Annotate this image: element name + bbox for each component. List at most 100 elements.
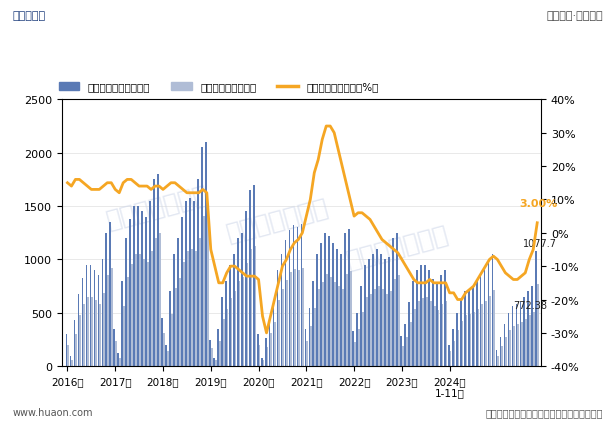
Bar (498, 356, 499, 366)
Bar (358, 329, 360, 366)
Bar (504, 324, 506, 366)
Bar (499, 337, 501, 366)
Bar (101, 260, 103, 366)
Bar (98, 276, 99, 366)
Bar (135, 254, 137, 366)
Bar (424, 265, 426, 366)
Bar (418, 301, 419, 366)
Bar (360, 286, 362, 366)
Bar (219, 341, 221, 366)
Bar (488, 262, 490, 366)
Bar (312, 281, 314, 366)
Bar (77, 294, 79, 366)
Bar (181, 217, 183, 366)
Bar (469, 314, 471, 366)
Bar (376, 249, 378, 366)
Bar (320, 244, 322, 366)
Bar (380, 254, 382, 366)
Bar (237, 239, 239, 366)
Bar (314, 308, 316, 366)
Bar (245, 212, 247, 366)
Text: 华经情报网: 华经情报网 (12, 11, 46, 21)
Bar (456, 313, 458, 366)
Bar (233, 254, 235, 366)
Bar (386, 294, 387, 366)
Bar (66, 334, 68, 366)
Bar (229, 265, 231, 366)
Bar (466, 315, 467, 366)
Bar (366, 297, 368, 366)
Bar (149, 201, 151, 366)
Bar (430, 301, 432, 366)
Bar (235, 292, 236, 366)
Bar (113, 329, 115, 366)
Bar (394, 279, 395, 366)
Bar (189, 198, 191, 366)
Bar (364, 265, 366, 366)
Bar (464, 292, 466, 366)
Bar (82, 278, 84, 366)
Bar (197, 180, 199, 366)
Bar (438, 310, 440, 366)
Bar (468, 290, 469, 366)
Bar (340, 254, 342, 366)
Bar (269, 318, 271, 366)
Bar (74, 320, 76, 366)
Bar (243, 277, 244, 366)
Bar (279, 300, 280, 366)
Text: 数据来源：国家统计局，华经产业研究院整理: 数据来源：国家统计局，华经产业研究院整理 (485, 407, 603, 417)
Bar (400, 337, 402, 366)
Bar (155, 239, 157, 366)
Bar (255, 246, 256, 366)
Bar (523, 297, 525, 366)
Text: 1077.7: 1077.7 (523, 239, 557, 248)
Bar (382, 290, 384, 366)
Bar (509, 330, 511, 366)
Bar (332, 244, 334, 366)
Bar (342, 290, 344, 366)
Bar (493, 291, 495, 366)
Bar (147, 262, 149, 366)
Bar (143, 260, 145, 366)
Bar (344, 233, 346, 366)
Bar (199, 239, 200, 366)
Bar (161, 318, 163, 366)
Bar (338, 286, 340, 366)
Bar (282, 290, 284, 366)
Bar (272, 302, 274, 366)
Bar (348, 229, 350, 366)
Bar (201, 148, 203, 366)
Bar (195, 251, 197, 366)
Bar (517, 324, 519, 366)
Bar (432, 279, 434, 366)
Bar (85, 265, 87, 366)
Bar (410, 323, 411, 366)
Bar (185, 201, 187, 366)
Bar (462, 322, 463, 366)
Bar (225, 281, 227, 366)
Bar (522, 323, 523, 366)
Bar (133, 207, 135, 366)
Bar (328, 236, 330, 366)
Bar (93, 271, 95, 366)
Bar (450, 351, 451, 366)
Bar (90, 265, 92, 366)
Text: 专业严谨·客观科学: 专业严谨·客观科学 (546, 11, 603, 21)
Bar (106, 233, 107, 366)
Bar (454, 341, 456, 366)
Bar (119, 358, 121, 366)
Bar (173, 254, 175, 366)
Bar (87, 297, 89, 366)
Bar (151, 251, 153, 366)
Bar (92, 297, 93, 366)
Bar (287, 280, 288, 366)
Text: 3.00%: 3.00% (519, 199, 558, 209)
Bar (249, 190, 250, 366)
Bar (480, 276, 482, 366)
Bar (205, 143, 207, 366)
Bar (159, 233, 161, 366)
Bar (139, 254, 141, 366)
Bar (76, 334, 77, 366)
Bar (483, 271, 485, 366)
Bar (514, 326, 515, 366)
